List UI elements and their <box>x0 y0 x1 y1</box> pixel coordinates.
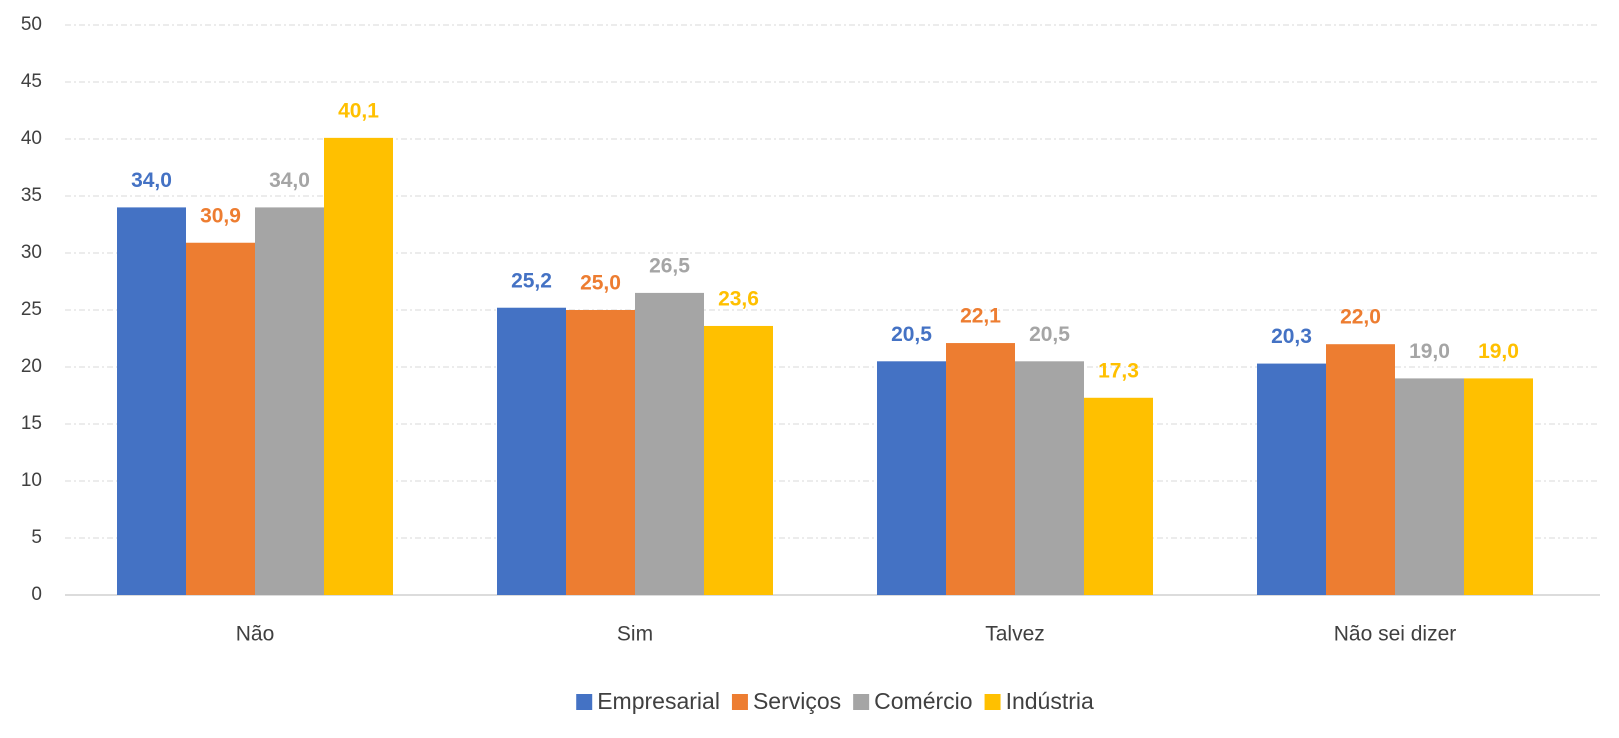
legend-label: Empresarial <box>597 688 720 714</box>
data-label: 20,5 <box>1029 323 1070 346</box>
y-tick-label: 30 <box>21 242 42 263</box>
legend-swatch <box>731 694 748 710</box>
y-tick-label: 5 <box>31 527 42 548</box>
bar <box>1257 363 1326 595</box>
bar <box>1015 361 1084 595</box>
data-label: 19,0 <box>1409 340 1450 363</box>
data-label: 20,3 <box>1271 325 1312 348</box>
bar <box>324 137 393 596</box>
legend-swatch <box>576 694 593 710</box>
y-tick-label: 15 <box>21 413 42 434</box>
legend-swatch <box>984 694 1001 710</box>
bar <box>117 207 186 595</box>
legend-swatch <box>853 694 870 710</box>
y-tick-label: 50 <box>21 14 42 35</box>
data-label: 23,6 <box>718 288 759 311</box>
bar <box>946 343 1015 595</box>
y-tick-label: 35 <box>21 185 42 206</box>
data-label: 19,0 <box>1478 340 1519 363</box>
x-tick-label: Não sei dizer <box>1334 623 1457 646</box>
data-label: 34,0 <box>131 169 172 192</box>
bar <box>255 207 324 595</box>
bar <box>1395 378 1464 595</box>
x-tick-label: Sim <box>617 623 653 646</box>
bar <box>1084 397 1153 595</box>
bar <box>635 292 704 595</box>
y-tick-label: 25 <box>21 299 42 320</box>
y-tick-label: 0 <box>31 584 42 605</box>
y-tick-label: 20 <box>21 356 42 377</box>
legend-label: Serviços <box>753 688 841 714</box>
bar <box>704 325 773 595</box>
bar <box>877 361 946 595</box>
legend-label: Comércio <box>874 688 972 714</box>
legend-label: Indústria <box>1006 688 1094 714</box>
y-tick-label: 45 <box>21 71 42 92</box>
data-label: 34,0 <box>269 169 310 192</box>
data-label: 17,3 <box>1098 359 1139 382</box>
bar <box>497 307 566 595</box>
data-label: 40,1 <box>338 99 379 122</box>
bar <box>1326 344 1395 595</box>
data-label: 26,5 <box>649 254 690 277</box>
bar <box>1464 378 1533 595</box>
data-label: 30,9 <box>200 204 241 227</box>
y-tick-label: 40 <box>21 128 42 149</box>
x-tick-label: Talvez <box>985 623 1045 646</box>
data-label: 25,2 <box>511 269 552 292</box>
data-label: 20,5 <box>891 323 932 346</box>
x-tick-label: Não <box>236 623 275 646</box>
bar <box>186 242 255 596</box>
data-label: 22,0 <box>1340 306 1381 329</box>
bar <box>566 310 635 595</box>
data-label: 25,0 <box>580 272 621 295</box>
data-label: 22,1 <box>960 305 1001 328</box>
y-tick-label: 10 <box>21 470 42 491</box>
